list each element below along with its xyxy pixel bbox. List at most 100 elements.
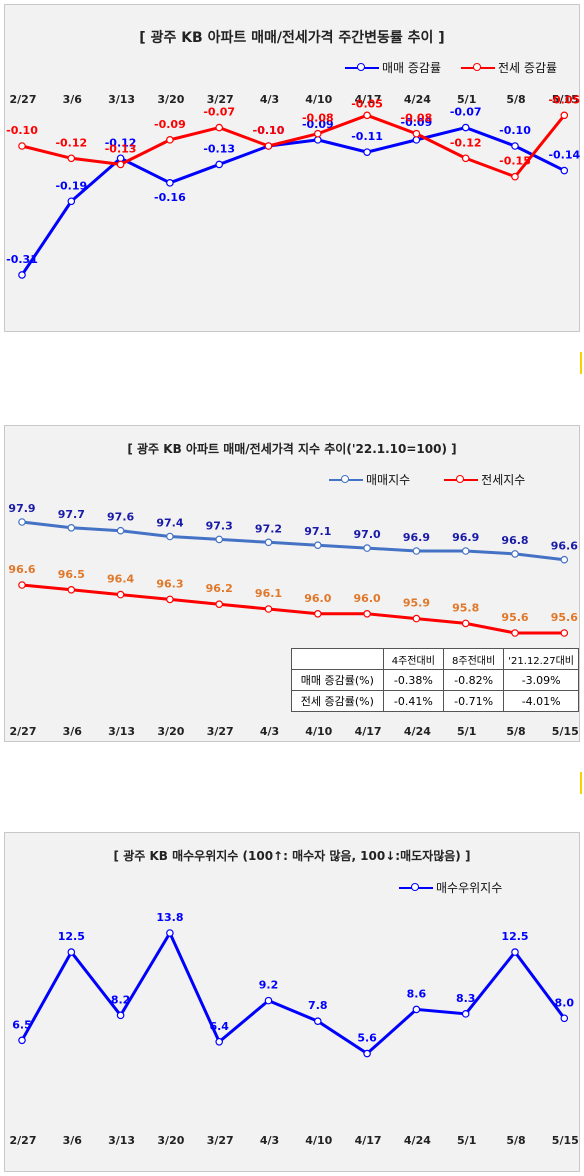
jeonse-change-point bbox=[313, 129, 322, 138]
sale-index-point bbox=[215, 535, 224, 544]
chart1-legend: 매매 증감률 전세 증감률 bbox=[345, 59, 557, 76]
weekly-change-chart-panel: [ 광주 KB 아파트 매매/전세가격 주간변동률 추이 ] 매매 증감률 전세… bbox=[4, 4, 580, 332]
jeonse-change-data-label: -0.12 bbox=[55, 136, 87, 149]
x-tick-label: 4/10 bbox=[305, 93, 332, 106]
jeonse-index-point bbox=[264, 605, 273, 613]
chart2-title: [ 광주 KB 아파트 매매/전세가격 지수 추이('22.1.10=100) … bbox=[127, 442, 457, 456]
sale-change-point bbox=[511, 142, 519, 150]
table-cell: -4.01% bbox=[503, 690, 579, 712]
x-tick-label: 5/15 bbox=[552, 1134, 579, 1147]
table-cell: -0.41% bbox=[382, 690, 444, 712]
sale-change-point bbox=[18, 271, 26, 279]
x-tick-label: 5/1 bbox=[457, 1134, 476, 1147]
sale-change-data-label: -0.10 bbox=[499, 124, 531, 137]
jeonse-change-line bbox=[21, 113, 566, 179]
buyer-index-data-label: 8.3 bbox=[456, 992, 476, 1005]
buyer-index-data-label: 5.6 bbox=[357, 1032, 377, 1045]
sale-change-point bbox=[412, 136, 421, 144]
buyer-index-point bbox=[18, 1036, 26, 1045]
sale-index-point bbox=[511, 550, 519, 558]
x-tick-label: 5/15 bbox=[552, 725, 579, 738]
jeonse-index-point bbox=[313, 610, 322, 618]
table-cell: -0.38% bbox=[382, 669, 444, 691]
buyer-advantage-chart-panel: [ 광주 KB 매수우위지수 (100↑: 매수자 많음, 100↓:매도자많음… bbox=[4, 832, 580, 1172]
x-tick-label: 4/24 bbox=[404, 725, 431, 738]
comparison-table: 4주전대비 8주전대비 '21.12.27대비 매매 증감률(%) -0.38%… bbox=[291, 648, 579, 712]
sale-index-point bbox=[67, 524, 76, 532]
buyer-index-point bbox=[67, 948, 76, 956]
sale-index-data-label: 97.6 bbox=[107, 511, 134, 524]
chart2-legend: 매매지수 전세지수 bbox=[329, 471, 525, 488]
jeonse-index-data-label: 96.0 bbox=[354, 592, 381, 605]
x-tick-label: 5/1 bbox=[457, 93, 476, 106]
sale-change-data-label: -0.09 bbox=[401, 116, 433, 129]
buyer-index-data-label: 12.5 bbox=[58, 930, 85, 943]
legend-label-jeonse: 전세 증감률 bbox=[498, 61, 558, 75]
sale-change-data-label: -0.09 bbox=[302, 118, 334, 131]
table-cell: 전세 증감률(%) bbox=[291, 690, 384, 712]
x-tick-label: 4/17 bbox=[355, 1134, 382, 1147]
jeonse-index-data-label: 96.6 bbox=[8, 563, 35, 576]
legend-swatch-jeonse-index bbox=[444, 474, 479, 483]
price-index-chart-panel: [ 광주 KB 아파트 매매/전세가격 지수 추이('22.1.10=100) … bbox=[4, 425, 580, 742]
buyer-index-point bbox=[116, 1011, 125, 1020]
jeonse-index-data-label: 96.1 bbox=[255, 587, 282, 600]
chart2-plot: 2/27 3/6 3/13 3/20 3/27 4/3 4/10 4/17 4/24 5/1 5/8… bbox=[8, 502, 579, 738]
sale-index-point bbox=[116, 526, 125, 535]
jeonse-index-data-label: 96.3 bbox=[156, 577, 183, 590]
legend-swatch-sale-index bbox=[329, 474, 363, 483]
x-tick-label: 4/24 bbox=[404, 93, 431, 106]
sale-index-data-label: 97.1 bbox=[304, 525, 331, 538]
jeonse-index-data-label: 96.4 bbox=[107, 573, 134, 586]
buyer-index-data-label: 8.2 bbox=[111, 993, 131, 1006]
x-tick-label: 3/27 bbox=[207, 1134, 234, 1147]
jeonse-change-data-label: -0.13 bbox=[105, 142, 137, 155]
sale-index-data-label: 96.6 bbox=[551, 540, 578, 553]
jeonse-change-point bbox=[18, 142, 26, 150]
sale-index-point bbox=[461, 547, 470, 555]
jeonse-index-point bbox=[560, 629, 569, 637]
buyer-index-point bbox=[313, 1017, 322, 1026]
table-row: 매매 증감률(%) -0.38% -0.82% -3.09% bbox=[291, 669, 579, 691]
sale-change-data-label: -0.10 bbox=[253, 124, 285, 137]
jeonse-change-data-label: -0.08 bbox=[302, 112, 334, 125]
jeonse-index-point bbox=[363, 610, 371, 618]
jeonse-change-point bbox=[264, 142, 273, 150]
buyer-index-point bbox=[215, 1037, 224, 1046]
sale-index-point bbox=[560, 555, 569, 564]
sale-index-data-label: 97.9 bbox=[8, 502, 35, 515]
jeonse-index-line bbox=[21, 583, 565, 635]
chart1-plot: 2/27 3/6 3/13 3/20 3/27 4/3 4/10 4/17 4/24 5/1 5/8… bbox=[6, 93, 580, 279]
table-header-cell: 8주전대비 bbox=[442, 648, 505, 670]
buyer-index-data-label: 8.0 bbox=[555, 996, 575, 1009]
legend-label-jeonse-index: 전세지수 bbox=[481, 473, 526, 487]
sale-index-data-label: 97.2 bbox=[255, 522, 282, 535]
jeonse-index-point bbox=[18, 581, 26, 589]
sale-index-point bbox=[166, 532, 174, 541]
table-cell: 매매 증감률(%) bbox=[291, 669, 384, 691]
x-tick-label: 5/15 bbox=[552, 93, 579, 106]
jeonse-change-data-label: -0.09 bbox=[154, 118, 186, 131]
buyer-index-point bbox=[511, 948, 519, 956]
sale-index-point bbox=[412, 547, 421, 555]
x-tick-label: 3/20 bbox=[157, 1134, 184, 1147]
buyer-index-point bbox=[461, 1010, 470, 1018]
jeonse-index-data-label: 96.5 bbox=[58, 568, 85, 581]
jeonse-index-data-label: 95.6 bbox=[501, 611, 528, 624]
jeonse-index-point bbox=[461, 619, 470, 628]
x-tick-label: 3/6 bbox=[63, 725, 83, 738]
x-tick-label: 5/1 bbox=[457, 725, 476, 738]
sale-change-point bbox=[67, 197, 76, 206]
buyer-index-data-label: 6.4 bbox=[209, 1020, 229, 1033]
buyer-index-point bbox=[166, 929, 174, 937]
sale-change-data-label: -0.19 bbox=[55, 179, 87, 192]
x-tick-label: 2/27 bbox=[10, 93, 37, 106]
buyer-index-data-label: 7.8 bbox=[308, 999, 328, 1012]
x-tick-label: 2/27 bbox=[10, 1134, 37, 1147]
buyer-index-line bbox=[20, 929, 566, 1056]
jeonse-index-point bbox=[511, 629, 519, 637]
jeonse-change-point bbox=[461, 154, 470, 163]
jeonse-index-data-label: 96.0 bbox=[304, 592, 331, 605]
sale-index-point bbox=[363, 544, 371, 552]
sale-change-data-label: -0.31 bbox=[6, 253, 38, 266]
